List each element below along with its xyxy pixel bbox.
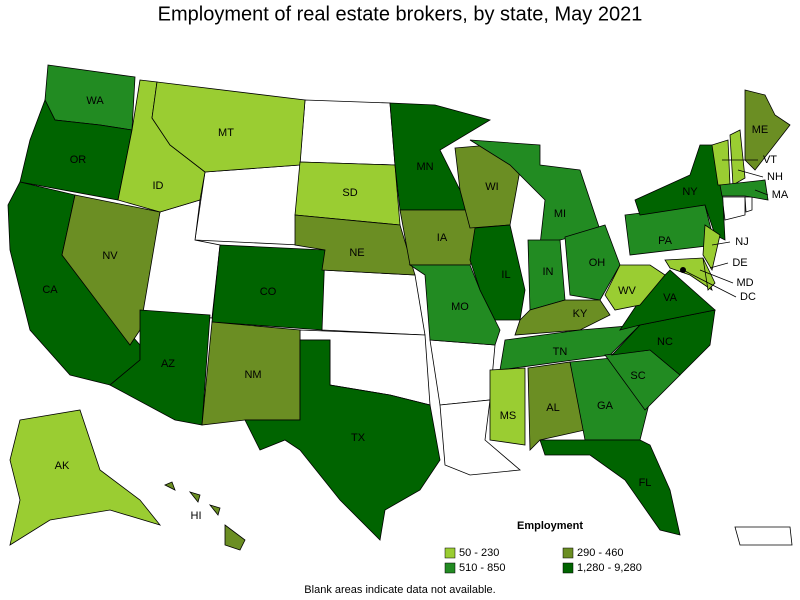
leader-line (709, 262, 729, 269)
legend-swatch (562, 562, 574, 574)
state-label: VA (663, 292, 678, 304)
legend-swatch (562, 547, 574, 559)
legend-swatch (444, 562, 456, 574)
state-label: PA (658, 235, 673, 247)
state-label: MI (554, 208, 566, 220)
state (188, 491, 201, 503)
state-blank (299, 99, 396, 166)
state-blank (194, 164, 301, 246)
state (151, 81, 306, 173)
state-label: MA (772, 189, 789, 201)
state-label: KY (573, 308, 588, 320)
state-label: CO (260, 286, 277, 298)
legend-label: 50 - 230 (459, 547, 499, 559)
state-blank (744, 196, 753, 213)
state-label: WV (618, 285, 636, 297)
state (469, 139, 601, 246)
state (224, 524, 246, 551)
leader-line (711, 241, 731, 246)
state-label: NV (102, 250, 118, 262)
state (664, 257, 713, 291)
state (294, 214, 416, 276)
state-label: TN (553, 346, 568, 358)
state-label: WI (485, 181, 498, 193)
state-label: TX (351, 432, 366, 444)
state-label: CA (42, 284, 58, 296)
state-label: OH (589, 257, 606, 269)
state-label: FL (639, 477, 652, 489)
state-label: MO (451, 301, 469, 313)
state (702, 257, 716, 291)
state (61, 194, 161, 346)
state-label: ME (752, 124, 769, 136)
state-label: NH (767, 171, 783, 183)
state-label: IN (543, 266, 554, 278)
state-label: NM (244, 369, 261, 381)
state-label: OR (70, 154, 87, 166)
state (489, 367, 526, 446)
state (604, 264, 666, 311)
state (164, 481, 176, 491)
legend: 50 - 230 510 - 850 290 - 460 1,280 - 9,280 (444, 547, 642, 574)
state-label: SC (630, 370, 645, 382)
state (719, 179, 769, 201)
leader-line (682, 269, 737, 298)
state (634, 144, 726, 241)
states (7, 64, 791, 551)
state-label: MN (416, 161, 433, 173)
leader-line (754, 189, 769, 196)
state-label: AZ (161, 358, 175, 370)
state-label: AL (546, 402, 559, 414)
state (499, 324, 642, 371)
state-label: MS (500, 410, 517, 422)
state-label: NJ (735, 236, 748, 248)
state (469, 224, 526, 321)
state-label: SD (342, 187, 357, 199)
state (9, 409, 162, 546)
state-label: DC (740, 291, 756, 303)
state-label: MD (736, 277, 753, 289)
state-blank (734, 526, 793, 546)
state (624, 204, 716, 256)
legend-swatch (444, 547, 456, 559)
state (408, 264, 501, 346)
state (527, 361, 586, 451)
state (211, 244, 326, 331)
state-label: WA (86, 95, 104, 107)
state-blank (721, 196, 746, 221)
state-label: MT (218, 127, 234, 139)
state-label: ID (153, 180, 164, 192)
state-label: GA (597, 400, 614, 412)
state-label: NC (657, 336, 673, 348)
state-label: NE (349, 247, 364, 259)
legend-title: Employment (517, 520, 583, 532)
state-labels: WA OR CA NV ID MT AZ CO NM TX SD NE MN IA MO WI IL MI IN OH… (42, 95, 789, 522)
state-label: NY (682, 186, 698, 198)
state (389, 102, 492, 211)
state (208, 504, 221, 516)
state-label: AK (55, 460, 70, 472)
leader-line (737, 169, 764, 178)
state-blank (321, 269, 426, 336)
state (539, 439, 681, 536)
state-label: IL (501, 269, 510, 281)
state (514, 299, 611, 336)
state-label: HI (191, 510, 202, 522)
state-label: VT (763, 154, 777, 166)
state-label: DE (732, 257, 747, 269)
note: Blank areas indicate data not available. (304, 584, 495, 596)
legend-label: 290 - 460 (577, 547, 623, 559)
legend-label: 510 - 850 (459, 562, 505, 574)
map-title: Employment of real estate brokers, by st… (158, 3, 643, 25)
state-label: IA (437, 232, 448, 244)
state (702, 224, 721, 272)
state (564, 224, 621, 301)
leader-line (699, 269, 734, 284)
state (109, 309, 211, 426)
state (244, 339, 441, 541)
state-blank (429, 339, 496, 406)
state (729, 129, 746, 186)
legend-label: 1,280 - 9,280 (577, 562, 642, 574)
